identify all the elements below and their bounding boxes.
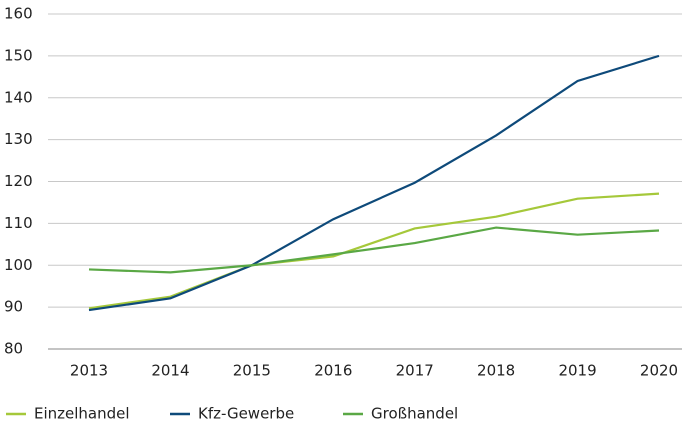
legend-label: Einzelhandel [34,405,130,423]
legend-label: Kfz-Gewerbe [198,405,294,423]
y-tick-label: 160 [4,5,33,23]
y-tick-label: 150 [4,46,33,64]
legend-label: Großhandel [371,405,458,423]
line-series [88,54,660,312]
x-tick-label: 2018 [477,362,515,380]
y-tick-label: 140 [4,88,33,106]
y-tick-label: 100 [4,256,33,274]
line-series [88,226,660,274]
y-tick-label: 80 [4,340,23,358]
x-tick-label: 2013 [70,362,108,380]
y-tick-label: 90 [4,298,23,316]
x-tick-label: 2020 [640,362,678,380]
x-tick-label: 2017 [396,362,434,380]
x-tick-label: 2015 [233,362,271,380]
x-tick-label: 2014 [151,362,189,380]
x-tick-label: 2016 [314,362,352,380]
line-series [88,192,660,310]
y-tick-label: 120 [4,172,33,190]
y-tick-label: 110 [4,214,33,232]
x-tick-label: 2019 [558,362,596,380]
y-tick-label: 130 [4,130,33,148]
